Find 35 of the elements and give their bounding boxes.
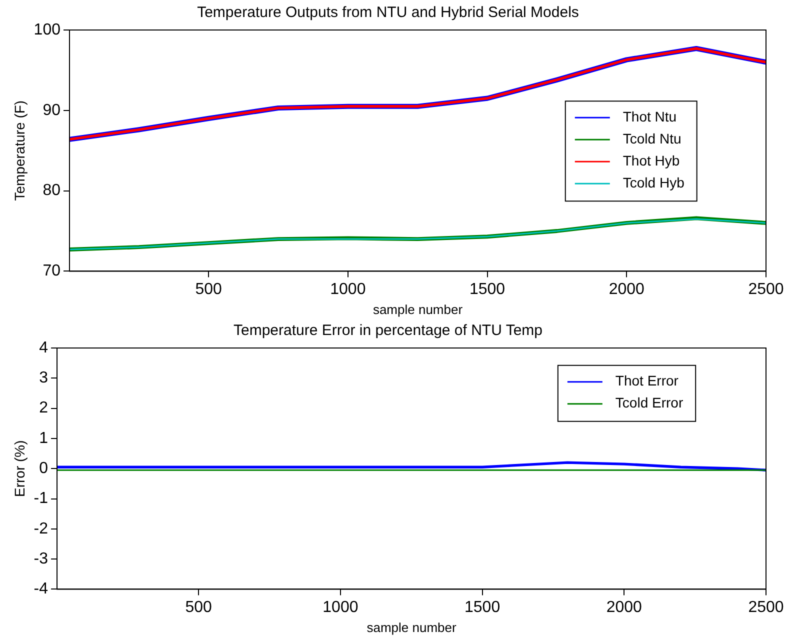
- x-tick-label: 1500: [469, 281, 506, 298]
- x-tick-label: 2500: [748, 599, 784, 616]
- x-axis-title: sample number: [372, 302, 464, 317]
- x-tick-label: 500: [195, 281, 222, 298]
- y-tick-label: 70: [42, 262, 61, 280]
- legend-label: Thot Ntu: [622, 108, 677, 124]
- chart-title: Temperature Error in percentage of NTU Temp: [233, 322, 543, 340]
- legend-label: Tcold Hyb: [622, 174, 685, 190]
- y-tick-label: -3: [34, 550, 48, 568]
- y-tick-label: 1: [39, 430, 48, 447]
- x-tick-label: 1000: [322, 599, 358, 616]
- y-tick-label: -4: [34, 580, 48, 598]
- y-tick-label: 100: [34, 21, 61, 38]
- x-tick-label: 2500: [748, 281, 784, 298]
- y-axis-title: Temperature (F): [11, 100, 28, 201]
- chart-title: Temperature Outputs from NTU and Hybrid Serial Models: [197, 4, 579, 22]
- y-tick-label: 80: [42, 182, 61, 200]
- legend-label: Tcold Error: [615, 394, 684, 411]
- y-tick-label: 90: [42, 102, 61, 119]
- x-tick-label: 2000: [608, 281, 645, 298]
- legend-label: Thot Error: [615, 372, 679, 389]
- y-tick-label: -1: [34, 490, 48, 508]
- x-tick-label: 1500: [464, 599, 500, 616]
- x-tick-label: 500: [185, 599, 212, 616]
- y-tick-label: 3: [39, 370, 48, 387]
- y-axis-title: Error (%): [11, 440, 28, 497]
- legend-label: Tcold Ntu: [622, 130, 682, 146]
- y-tick-label: 0: [39, 460, 48, 478]
- x-axis-title: sample number: [366, 620, 457, 635]
- legend-label: Thot Hyb: [622, 152, 680, 168]
- y-tick-label: 2: [39, 400, 48, 417]
- y-tick-label: 4: [39, 339, 48, 356]
- x-tick-label: 1000: [330, 281, 366, 298]
- x-tick-label: 2000: [606, 599, 642, 616]
- y-tick-label: -2: [34, 520, 48, 538]
